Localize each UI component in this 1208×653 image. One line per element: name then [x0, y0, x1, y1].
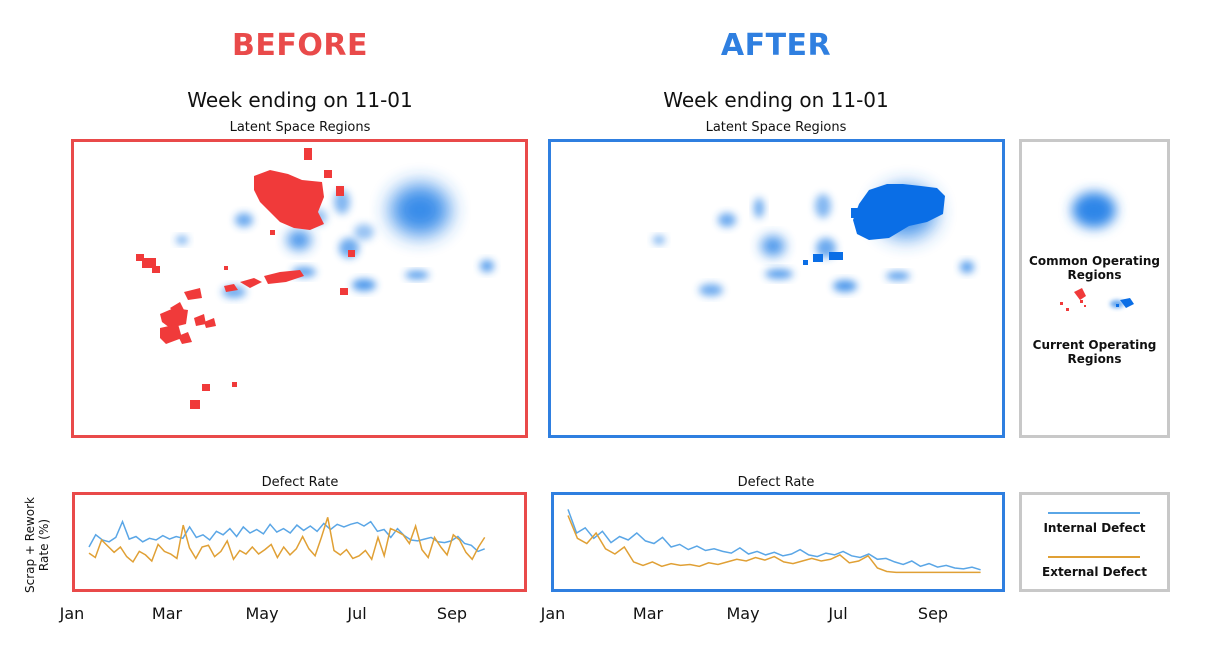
internal-defect-line [567, 509, 981, 571]
common-region-blobs [176, 184, 494, 298]
after-defect-title: Defect Rate [737, 475, 815, 490]
x-tick-before-jul: Jul [347, 604, 367, 623]
internal-legend-line [1048, 512, 1140, 514]
common-regions-label: Common Operating Regions [1029, 254, 1160, 282]
blue-blob-icon [1072, 192, 1116, 228]
external-defect-line [88, 517, 486, 564]
external-legend-label: External Defect [1042, 565, 1147, 579]
after-latent-title: Latent Space Regions [705, 120, 847, 135]
after-latent-plot [653, 184, 974, 296]
x-tick-after-jul: Jul [828, 604, 848, 623]
before-defect-chart [88, 517, 486, 564]
external-legend-line [1048, 556, 1140, 558]
x-tick-before-jan: Jan [59, 604, 85, 623]
x-tick-before-mar: Mar [151, 604, 183, 623]
internal-legend-label: Internal Defect [1043, 521, 1146, 535]
x-tick-after-sep: Sep [917, 604, 949, 623]
current-region-points-before [136, 148, 355, 409]
x-tick-after-jan: Jan [540, 604, 566, 623]
before-week-label: Week ending on 11-01 [187, 88, 413, 112]
before-latent-title: Latent Space Regions [229, 120, 371, 135]
internal-defect-line [88, 519, 485, 553]
y-axis-label-line2: Rate (%) [37, 518, 51, 572]
before-latent-plot [136, 148, 494, 409]
legend-latent-frame: Common Operating Regions Current Operati… [1019, 139, 1170, 438]
current-region-points-after [803, 184, 945, 265]
x-tick-after-may: May [726, 604, 760, 623]
external-defect-line [567, 515, 981, 574]
before-defect-frame [72, 492, 527, 592]
current-regions-label: Current Operating Regions [1032, 338, 1157, 366]
y-axis-label-line1: Scrap + Rework [23, 496, 37, 594]
after-heading: AFTER [720, 28, 832, 63]
after-week-label: Week ending on 11-01 [663, 88, 889, 112]
x-tick-before-may: May [245, 604, 279, 623]
scatter-regions-icon [1060, 288, 1134, 311]
legend-icons [1060, 192, 1134, 311]
before-latent-frame [71, 139, 528, 438]
after-defect-chart [567, 509, 981, 574]
after-latent-frame [548, 139, 1005, 438]
y-axis-label: Scrap + Rework Rate (%) [23, 485, 53, 605]
x-tick-after-mar: Mar [632, 604, 664, 623]
after-defect-frame [551, 492, 1005, 592]
x-tick-before-sep: Sep [436, 604, 468, 623]
legend-defect-frame: Internal Defect External Defect [1019, 492, 1170, 592]
before-heading: BEFORE [232, 28, 368, 63]
before-defect-title: Defect Rate [261, 475, 339, 490]
